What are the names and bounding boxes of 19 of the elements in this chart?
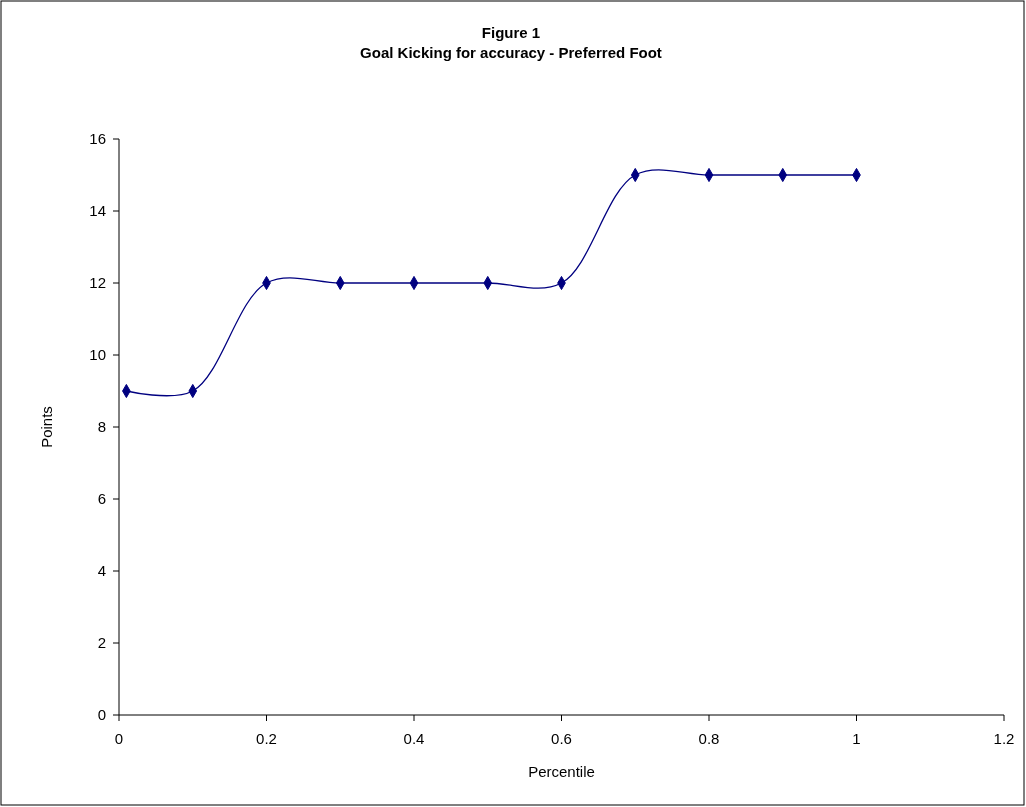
x-tick-label: 0.6 [551,730,572,747]
y-tick-label: 14 [89,202,106,219]
y-tick-label: 8 [97,418,106,435]
y-tick-label: 2 [97,634,106,651]
x-axis-title: Percentile [528,763,595,780]
y-tick-label: 12 [89,274,106,291]
y-tick-label: 16 [89,130,106,147]
x-tick-label: 0.8 [698,730,720,747]
y-axis-title: Points [38,406,55,448]
x-tick-label: 0.4 [403,730,425,747]
y-tick-label: 0 [97,706,106,723]
chart-title: Figure 1 Goal Kicking for accuracy - Preferred Foot [360,24,662,61]
x-tick-label: 1 [852,730,861,747]
y-tick-label: 4 [97,562,106,579]
y-tick-label: 10 [89,346,106,363]
x-tick-label: 0.2 [256,730,277,747]
x-tick-label: 0 [114,730,124,747]
x-tick-label: 1.2 [993,730,1015,747]
y-tick-label: 6 [97,490,106,507]
